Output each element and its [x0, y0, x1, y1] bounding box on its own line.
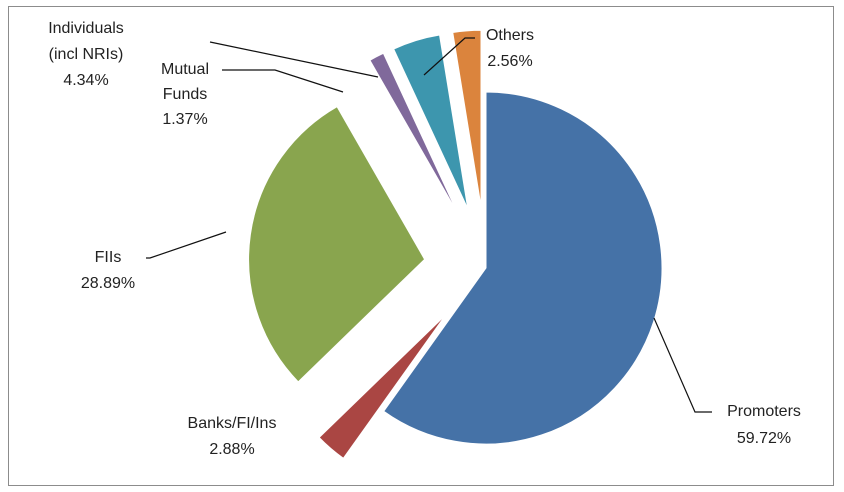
- leader-others: [423, 37, 475, 76]
- label-banks-value: 2.88%: [209, 441, 254, 458]
- slice-mutual-funds: [369, 52, 458, 214]
- label-individuals-name-1: Individuals: [48, 20, 124, 37]
- leader-mutual-funds: [222, 69, 344, 93]
- label-others-value: 2.56%: [487, 53, 532, 70]
- leader-promoters: [653, 317, 712, 413]
- label-mutual-funds-value: 1.37%: [162, 111, 207, 128]
- slice-others: [452, 29, 482, 207]
- label-promoters-name: Promoters: [727, 403, 801, 420]
- label-mutual-funds-name-1: Mutual: [161, 61, 209, 78]
- label-banks-name: Banks/FI/Ins: [188, 415, 277, 432]
- label-promoters-value: 59.72%: [737, 430, 791, 447]
- leader-lines: [146, 37, 712, 413]
- slice-banks-fi-ins: [318, 314, 446, 459]
- label-others-name: Others: [486, 27, 534, 44]
- label-fiis-name: FIIs: [95, 249, 122, 266]
- pie-slices: [248, 29, 663, 459]
- slice-fiis: [248, 105, 426, 383]
- leader-individuals: [209, 41, 379, 78]
- label-individuals-value: 4.34%: [63, 72, 108, 89]
- label-mutual-funds-name-2: Funds: [163, 86, 207, 103]
- label-fiis-value: 28.89%: [81, 275, 135, 292]
- slice-individuals-incl-nris: [393, 34, 469, 209]
- leader-fiis: [146, 231, 227, 259]
- slice-promoters: [383, 91, 663, 445]
- slice-labels: Individuals (incl NRIs) 4.34% Mutual Fun…: [48, 20, 801, 458]
- label-individuals-name-2: (incl NRIs): [49, 46, 124, 63]
